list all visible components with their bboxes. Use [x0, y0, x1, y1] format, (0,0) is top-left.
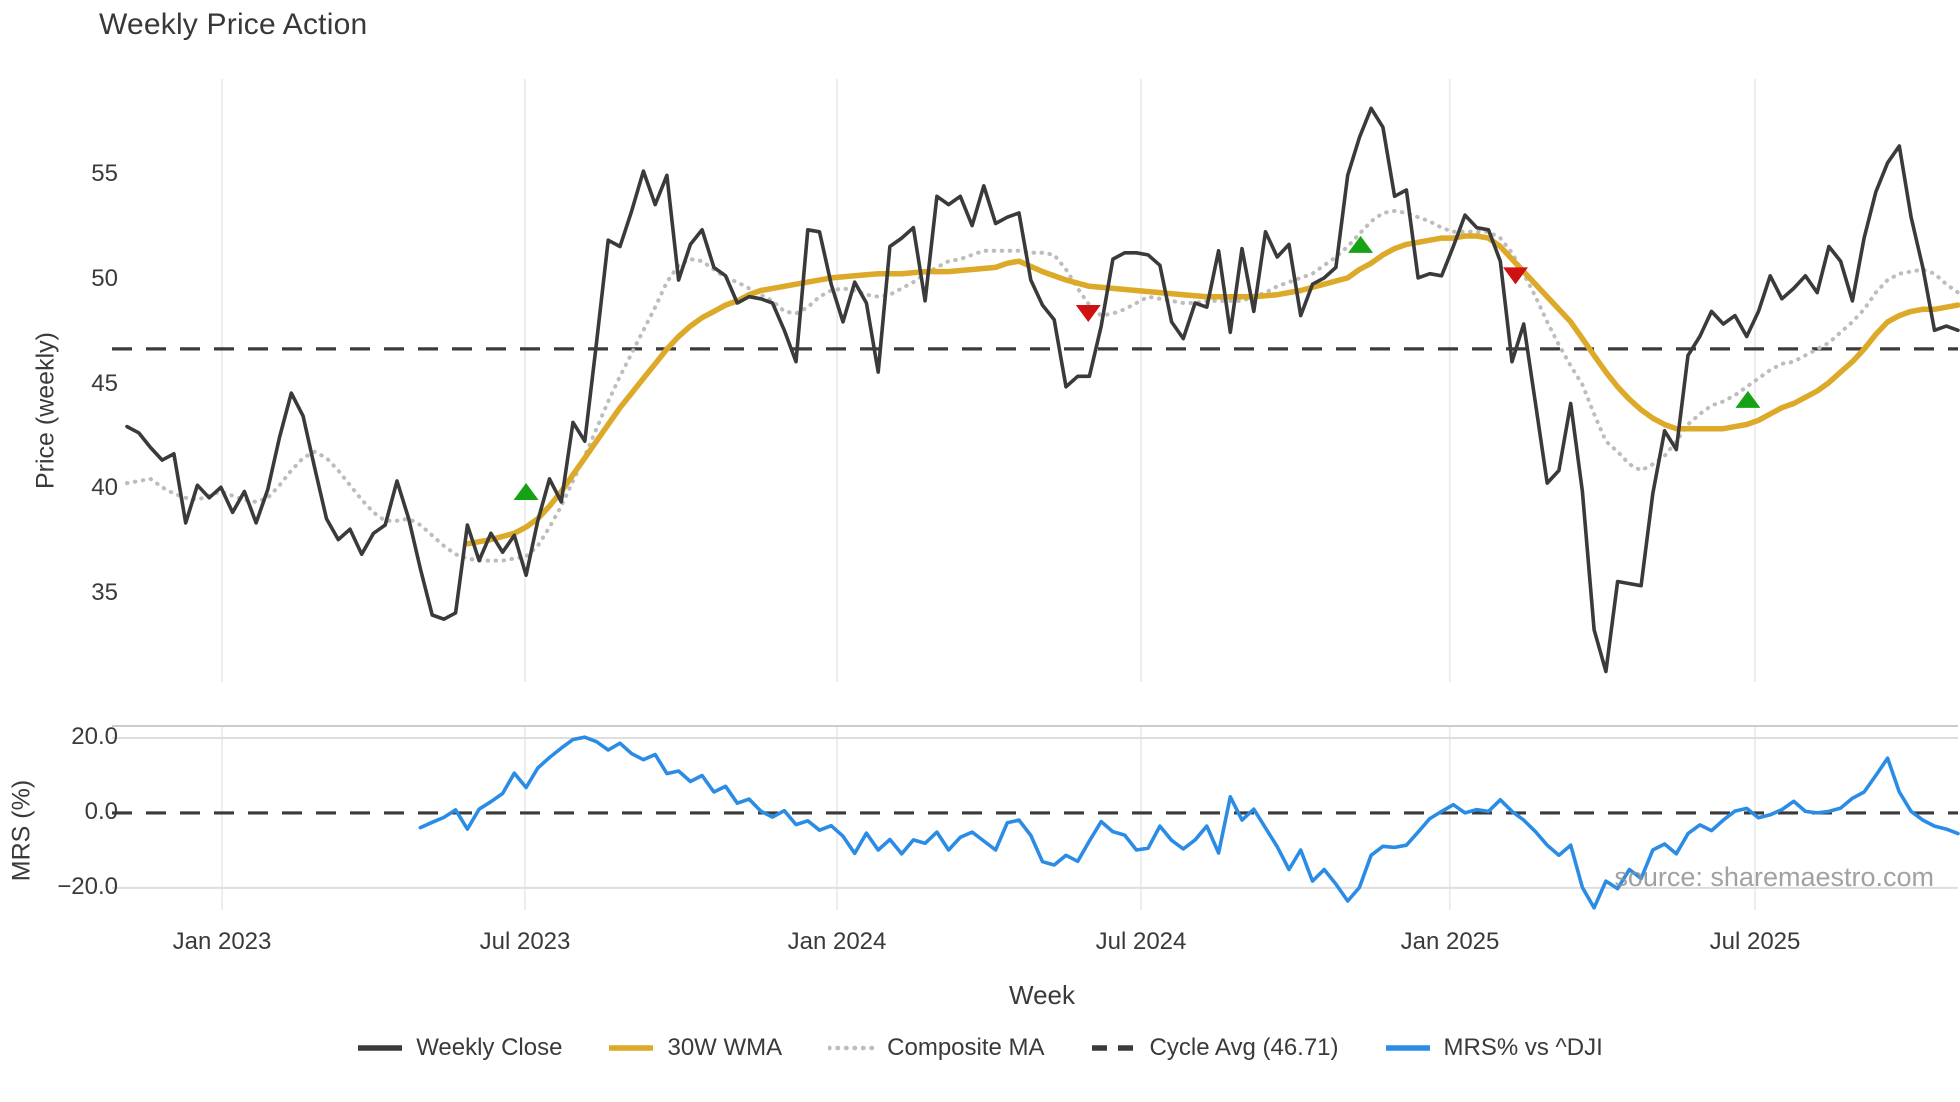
x-tick-label: Jan 2025	[1400, 928, 1500, 955]
legend-line-sample	[1091, 1045, 1136, 1051]
buy-signal-marker	[1735, 390, 1761, 408]
sell-signal-marker	[1503, 267, 1529, 285]
buy-signal-marker	[513, 482, 539, 500]
legend-line-sample	[1385, 1045, 1430, 1051]
mrs-ytick-label: 0.0	[84, 798, 118, 825]
legend-item-label: MRS% vs ^DJI	[1443, 1034, 1603, 1061]
legend-item-label: Cycle Avg (46.71)	[1149, 1034, 1339, 1061]
weekly-close-line	[125, 106, 1960, 674]
x-tick-label: Jul 2025	[1709, 928, 1801, 955]
price-ytick-label: 50	[91, 265, 118, 292]
chart-legend: Weekly Close 30W WMA Composite MA Cycle Avg…	[0, 1034, 1960, 1062]
legend-item: MRS% vs ^DJI	[1385, 1034, 1603, 1062]
legend-item-label: Weekly Close	[416, 1034, 563, 1061]
price-ytick-label: 45	[91, 370, 118, 397]
legend-item: Composite MA	[828, 1034, 1045, 1062]
legend-item: Weekly Close	[357, 1034, 562, 1062]
x-tick-label: Jan 2023	[172, 928, 272, 955]
legend-item-label: Composite MA	[887, 1034, 1045, 1061]
x-tick-label: Jul 2024	[1095, 928, 1187, 955]
legend-line-sample	[609, 1045, 654, 1051]
mrs-ytick-label: 20.0	[71, 723, 118, 750]
mrs-ytick-label: −20.0	[57, 873, 118, 900]
legend-item-label: 30W WMA	[667, 1034, 783, 1061]
wma-30w-line	[464, 233, 1960, 547]
price-ytick-label: 40	[91, 474, 118, 501]
legend-line-sample	[828, 1045, 875, 1051]
price-ytick-label: 35	[91, 579, 118, 606]
price-ytick-label: 55	[91, 160, 118, 187]
sell-signal-marker	[1075, 305, 1101, 322]
page-title: Weekly Price Action	[99, 8, 368, 41]
legend-item: Cycle Avg (46.71)	[1091, 1034, 1339, 1062]
source-watermark: source: sharemaestro.com	[1614, 862, 1934, 892]
composite-ma-line	[125, 208, 1960, 563]
x-tick-label: Jul 2023	[479, 928, 571, 955]
x-tick-label: Jan 2024	[787, 928, 887, 955]
legend-line-sample	[358, 1045, 403, 1051]
x-axis-label: Week	[1009, 980, 1075, 1010]
legend-item: 30W WMA	[608, 1034, 782, 1062]
mrs-line	[418, 735, 1960, 910]
buy-signal-marker	[1348, 235, 1374, 253]
